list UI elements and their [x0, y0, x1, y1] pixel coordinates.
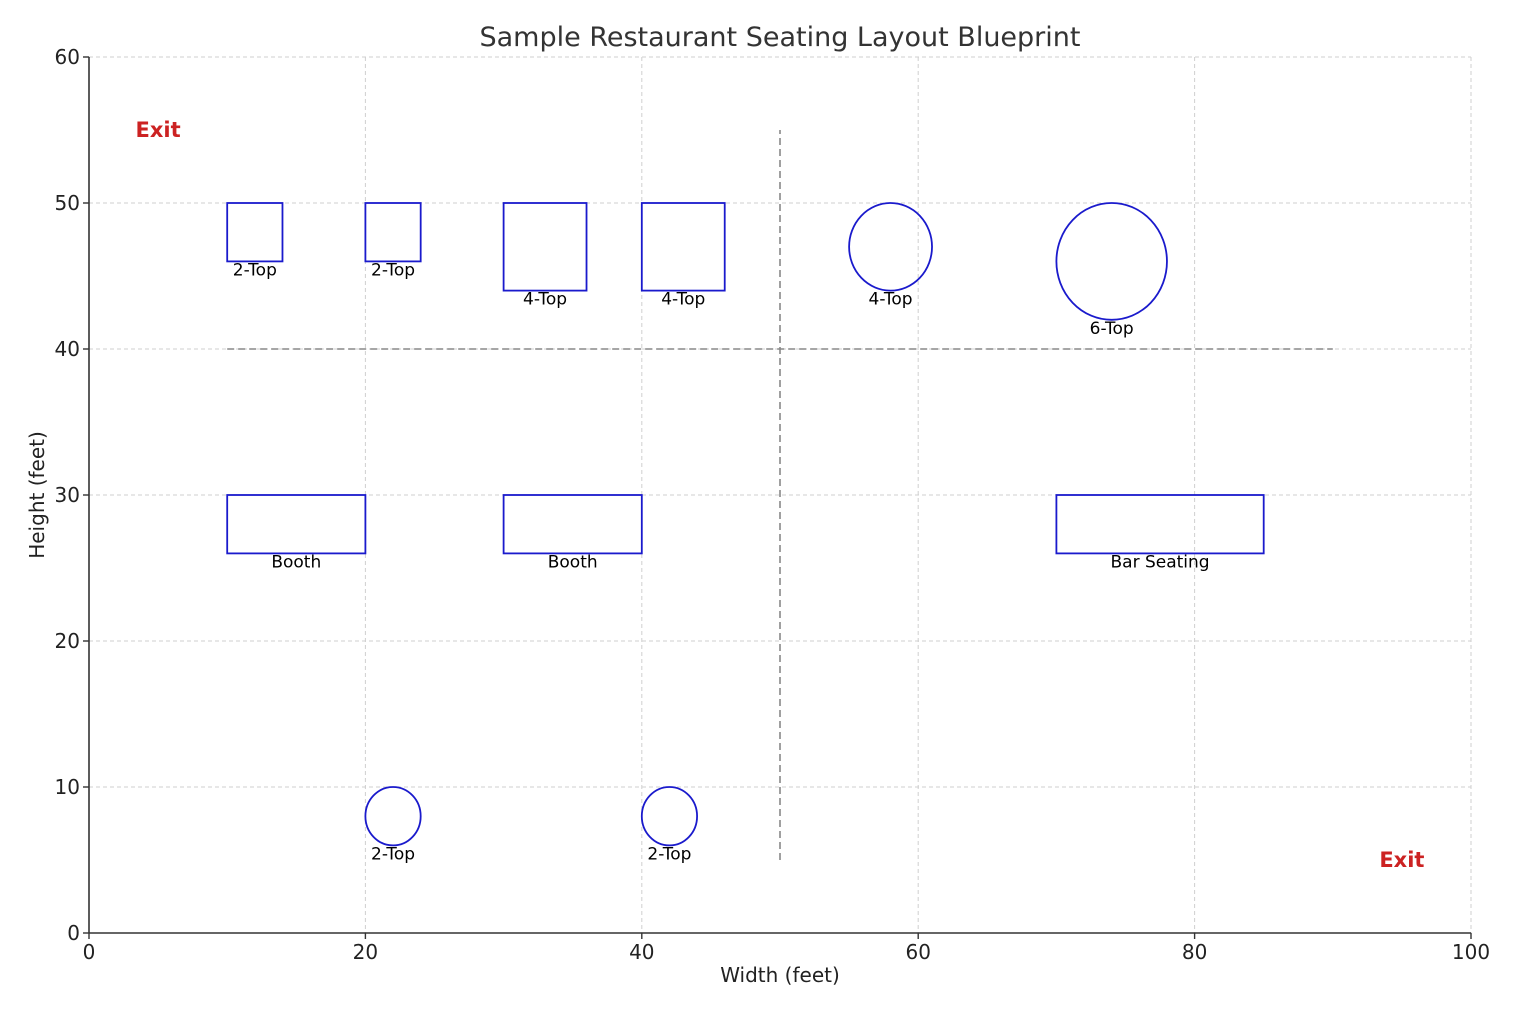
- table-label: 2-Top: [647, 844, 691, 864]
- table-label: Booth: [271, 552, 321, 572]
- y-tick-label: 0: [67, 921, 80, 945]
- table-label: Bar Seating: [1110, 552, 1209, 572]
- x-tick-label: 60: [905, 940, 930, 964]
- table-label: 2-Top: [371, 844, 415, 864]
- y-tick-label: 10: [55, 775, 80, 799]
- section-dividers: [227, 130, 1333, 860]
- table-circle: [848, 202, 933, 292]
- table-rect: [1055, 494, 1265, 555]
- chart-title: Sample Restaurant Seating Layout Bluepri…: [480, 22, 1081, 53]
- y-axis-title: Height (feet): [25, 431, 49, 559]
- table-circle: [640, 786, 698, 847]
- table-label: 4-Top: [869, 290, 913, 310]
- axes: 0 20 40 60 80 100 0 10 20 30 40 50 60: [55, 45, 1491, 964]
- table-rect: [364, 202, 422, 263]
- y-tick-label: 30: [55, 483, 80, 507]
- y-tick-label: 20: [55, 629, 80, 653]
- table-label: 6-Top: [1090, 319, 1134, 339]
- x-tick-label: 80: [1182, 940, 1207, 964]
- tables: 2-Top 2-Top 4-Top 4-Top 4-Top 6-Top Booth Booth…: [226, 202, 1265, 864]
- exits: Exit Exit: [136, 118, 1425, 872]
- table-rect: [226, 494, 367, 555]
- y-tick-label: 50: [55, 191, 80, 215]
- table-label: 4-Top: [661, 290, 705, 310]
- table-rect: [640, 202, 726, 292]
- x-tick-label: 0: [83, 940, 96, 964]
- exit-label: Exit: [136, 118, 181, 142]
- x-tick-label: 100: [1452, 940, 1490, 964]
- x-tick-label: 40: [629, 940, 654, 964]
- table-rect: [226, 202, 284, 263]
- table-label: 4-Top: [523, 290, 567, 310]
- table-circle: [1055, 202, 1168, 321]
- x-axis-title: Width (feet): [720, 963, 840, 987]
- table-label: 2-Top: [233, 260, 277, 280]
- table-circle: [364, 786, 422, 847]
- y-tick-label: 60: [55, 45, 80, 69]
- x-tick-label: 20: [353, 940, 378, 964]
- y-tick-label: 40: [55, 337, 80, 361]
- table-rect: [502, 494, 643, 555]
- table-label: Booth: [548, 552, 598, 572]
- table-rect: [502, 202, 588, 292]
- exit-label: Exit: [1379, 848, 1424, 872]
- table-label: 2-Top: [371, 260, 415, 280]
